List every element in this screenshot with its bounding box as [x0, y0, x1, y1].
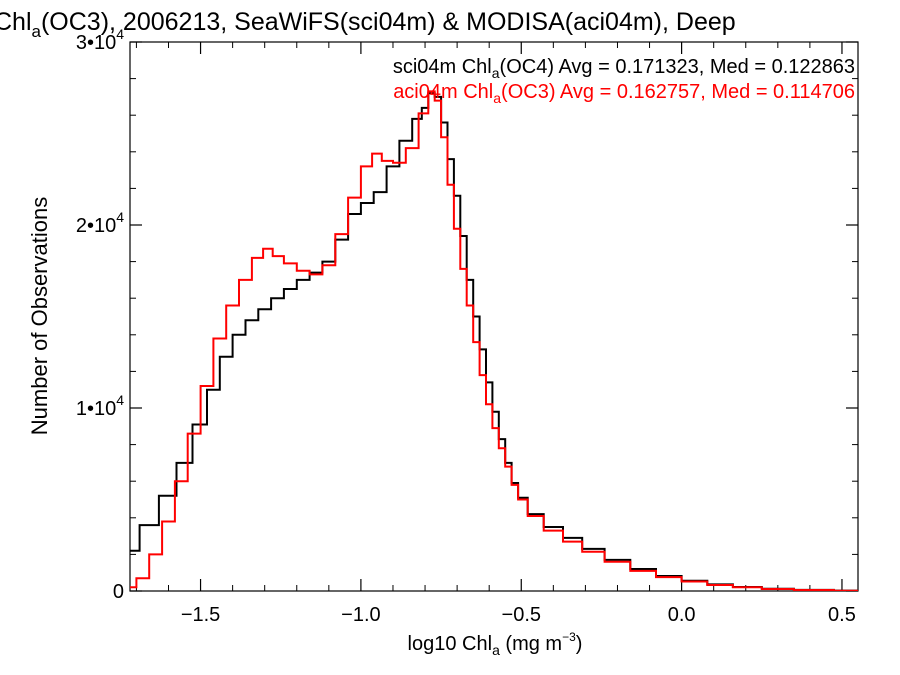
plot-frame [129, 41, 859, 592]
legend-entry-sci04m: sci04m Chla(OC4) Avg = 0.171323, Med = 0… [393, 56, 855, 81]
series-line-0 [130, 92, 858, 591]
y-tick-label: 0 [113, 581, 124, 603]
x-tick-label: −1.5 [181, 604, 220, 626]
legend-entry-aci04m: aci04m Chla(OC3) Avg = 0.162757, Med = 0… [393, 81, 855, 106]
x-tick-label: 0.5 [828, 604, 856, 626]
y-tick-label: 2•104 [76, 209, 124, 237]
chart-title: Chla(OC3), 2006213, SeaWiFS(sci04m) & MO… [0, 8, 736, 41]
x-tick-label: 0.0 [668, 604, 696, 626]
y-ticks: 0 1•104 2•104 3•104 [76, 26, 858, 603]
x-tick-label: −0.5 [502, 604, 541, 626]
legend: sci04m Chla(OC4) Avg = 0.171323, Med = 0… [393, 56, 855, 106]
x-axis-label: log10 Chla (mg m−3) [408, 630, 583, 658]
y-axis-label: Number of Observations [27, 197, 52, 435]
series-line-1 [130, 90, 858, 591]
series-layer [130, 90, 858, 591]
x-tick-label: −1.0 [341, 604, 380, 626]
x-ticks: −1.5 −1.0 −0.5 0.0 0.5 [135, 42, 856, 626]
y-tick-label: 1•104 [76, 392, 124, 420]
y-tick-label: 3•104 [76, 26, 124, 54]
